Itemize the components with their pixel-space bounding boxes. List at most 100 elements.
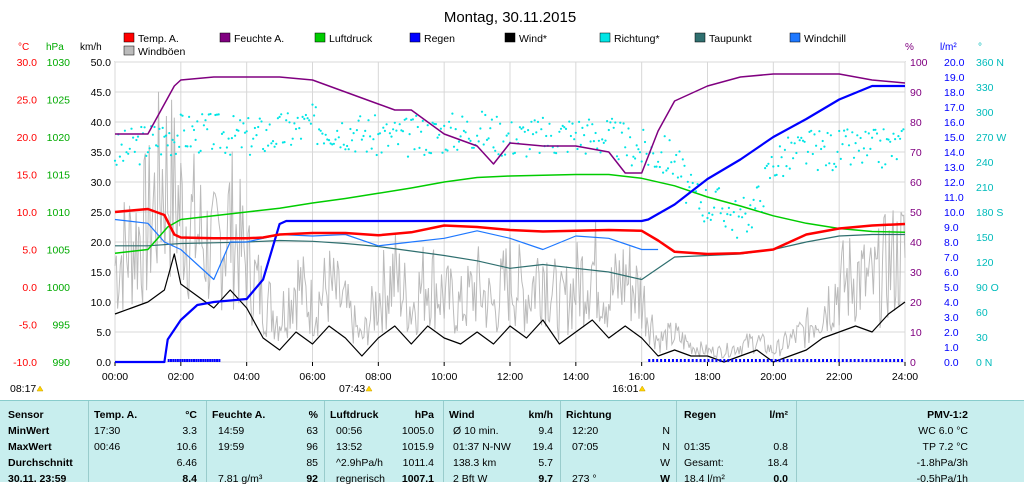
richtung-point <box>160 153 163 156</box>
richtung-point <box>788 167 791 170</box>
richtung-point <box>701 214 704 217</box>
richtung-point <box>778 145 782 148</box>
richtung-point <box>714 190 717 193</box>
stats-cell: 96 <box>306 441 318 453</box>
richtung-point <box>838 129 841 133</box>
y-tick-dir: 210 <box>976 182 994 194</box>
rain-tick <box>893 359 896 362</box>
rain-tick <box>176 359 179 362</box>
richtung-point <box>113 159 117 162</box>
rain-tick <box>822 359 825 362</box>
series-windchill <box>114 218 659 281</box>
rain-tick <box>723 359 726 362</box>
richtung-point <box>378 132 382 135</box>
rain-tick <box>754 359 757 362</box>
richtung-point <box>365 150 368 153</box>
series-regen <box>115 84 905 364</box>
unit-press: hPa <box>46 42 64 53</box>
legend-label: Richtung* <box>614 33 660 45</box>
y-tick-press: 1005 <box>47 245 71 257</box>
richtung-point <box>834 165 838 168</box>
richtung-point <box>821 139 824 143</box>
richtung-point <box>263 149 266 153</box>
richtung-point <box>405 117 408 120</box>
richtung-point <box>757 185 760 188</box>
richtung-point <box>866 154 869 157</box>
rain-tick <box>190 359 193 362</box>
y-tick-dir: 150 <box>976 232 994 244</box>
richtung-point <box>372 138 375 141</box>
rain-tick <box>774 359 777 362</box>
richtung-point <box>527 129 530 132</box>
richtung-point <box>443 124 446 127</box>
richtung-point <box>759 199 762 203</box>
richtung-point <box>841 143 844 146</box>
richtung-point <box>683 164 686 167</box>
richtung-point <box>829 134 833 137</box>
richtung-point <box>606 120 609 123</box>
stats-cell: Regen <box>684 409 717 421</box>
stats-cell: 9.4 <box>538 425 553 437</box>
stats-cell: 1007.1 <box>401 473 434 485</box>
y-tick-temp: 25.0 <box>17 95 38 107</box>
richtung-point <box>136 135 140 138</box>
rain-tick <box>758 359 761 362</box>
time-markers: 08:17 07:43 16:01 <box>10 383 646 395</box>
rain-tick <box>218 359 221 362</box>
column-separator <box>676 401 677 482</box>
richtung-point <box>643 140 647 144</box>
richtung-point <box>579 143 582 146</box>
richtung-point <box>423 153 426 156</box>
stats-cell: 138.3 km <box>453 457 497 469</box>
richtung-point <box>839 157 842 160</box>
stats-cell: 3.3 <box>182 425 197 437</box>
richtung-point <box>630 164 633 167</box>
richtung-point <box>322 142 326 145</box>
richtung-point <box>884 163 887 166</box>
richtung-point <box>416 125 419 129</box>
richtung-point <box>472 146 475 149</box>
richtung-point <box>161 126 164 129</box>
richtung-point <box>675 153 678 157</box>
y-tick-wind: 30.0 <box>91 177 112 189</box>
richtung-point <box>291 137 294 140</box>
y-tick-hum: 80 <box>910 117 922 129</box>
column-separator <box>560 401 561 482</box>
richtung-point <box>703 220 706 223</box>
richtung-point <box>502 140 505 143</box>
richtung-point <box>397 143 400 146</box>
richtung-point <box>171 138 174 141</box>
richtung-point <box>207 113 210 116</box>
richtung-point <box>680 175 683 178</box>
stats-cell: Gesamt: <box>684 457 724 469</box>
rain-tick <box>671 359 674 362</box>
richtung-point <box>362 134 365 138</box>
legend-label: Windböen <box>138 46 185 58</box>
richtung-point <box>316 142 319 146</box>
richtung-point <box>451 112 454 115</box>
richtung-point <box>541 116 545 119</box>
richtung-point <box>510 121 513 124</box>
richtung-point <box>846 128 849 131</box>
richtung-point <box>448 120 451 123</box>
richtung-point <box>283 141 286 144</box>
richtung-point <box>467 137 470 140</box>
richtung-point <box>531 133 535 136</box>
time-marker-label: 08:17 <box>10 383 36 395</box>
rain-tick <box>762 359 765 362</box>
richtung-point <box>599 151 602 154</box>
richtung-point <box>741 216 744 219</box>
richtung-point <box>688 186 691 189</box>
richtung-point <box>569 134 573 138</box>
richtung-point <box>164 134 168 137</box>
y-tick-dir: 300 <box>976 107 994 119</box>
richtung-point <box>321 132 324 135</box>
rain-tick <box>845 359 848 362</box>
richtung-point <box>433 122 436 126</box>
rain-tick <box>747 359 749 362</box>
richtung-point <box>128 147 131 150</box>
y-tick-temp: 30.0 <box>17 57 38 69</box>
y-tick-rain: 17.0 <box>944 102 965 114</box>
y-tick-wind: 40.0 <box>91 117 112 129</box>
richtung-point <box>558 130 561 133</box>
